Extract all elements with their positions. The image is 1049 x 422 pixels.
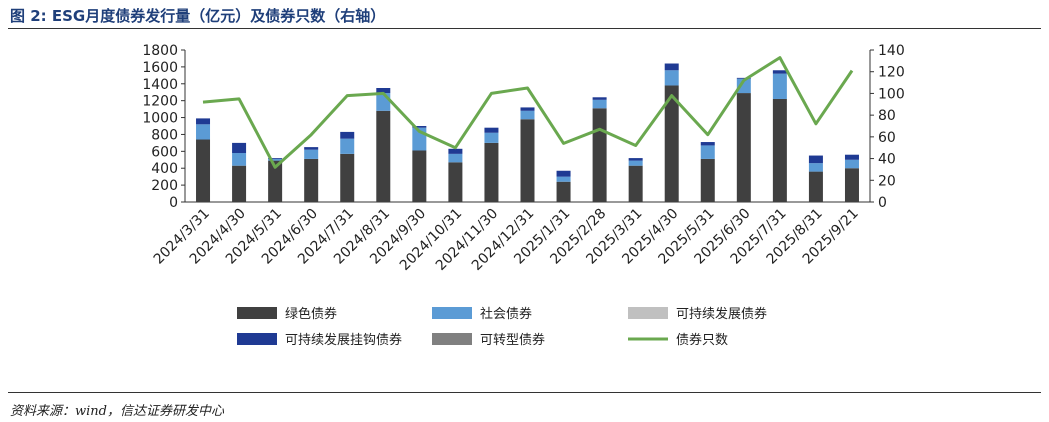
left-y-tick-label: 600	[151, 144, 178, 160]
bar-social_bond	[664, 70, 679, 86]
bar-green_bond	[772, 98, 787, 202]
right-y-tick-label: 140	[878, 43, 905, 59]
title-divider	[8, 28, 1041, 29]
bar-sl_bond	[340, 131, 355, 139]
chart-axes: 0200400600800100012001400160018000204060…	[142, 43, 904, 211]
right-y-tick-label: 0	[878, 195, 887, 211]
legend-swatch	[432, 307, 472, 319]
legend-swatch	[237, 333, 277, 345]
bar-green_bond	[376, 110, 391, 202]
bar-green_bond	[592, 108, 607, 202]
bar-sl_bond	[844, 154, 859, 160]
bar-social_bond	[520, 110, 535, 120]
bar-green_bond	[556, 181, 571, 202]
bar-sl_bond	[268, 158, 283, 159]
bar-sl_bond	[232, 142, 247, 154]
bar-social_bond	[844, 159, 859, 169]
bar-green_bond	[268, 160, 283, 202]
left-y-tick-label: 200	[151, 178, 178, 194]
bar-social_bond	[304, 149, 319, 159]
legend-label: 可持续发展挂钩债券	[285, 332, 402, 348]
left-y-tick-label: 1600	[142, 60, 178, 76]
legend-label: 可转型债券	[480, 332, 545, 348]
legend-swatch	[237, 307, 277, 319]
bar-green_bond	[736, 93, 751, 202]
bar-sl_bond	[484, 127, 499, 133]
bar-green_bond	[340, 153, 355, 202]
bar-social_bond	[772, 73, 787, 99]
legend-label: 可持续发展债券	[676, 306, 767, 322]
bar-green_bond	[448, 162, 463, 202]
esg-bond-chart: 0200400600800100012001400160018000204060…	[142, 43, 904, 348]
bar-social_bond	[556, 176, 571, 182]
bar-green_bond	[484, 142, 499, 202]
bar-sl_bond	[592, 97, 607, 100]
left-y-tick-label: 0	[169, 195, 178, 211]
left-y-tick-label: 1800	[142, 43, 178, 59]
bar-social_bond	[232, 153, 247, 166]
bar-sl_bond	[196, 118, 211, 125]
bar-social_bond	[808, 163, 823, 172]
right-y-tick-label: 20	[878, 173, 896, 189]
x-axis-labels: 2024/3/312024/4/302024/5/312024/6/302024…	[151, 206, 862, 274]
bar-green_bond	[664, 85, 679, 202]
bar-sl_bond	[808, 155, 823, 164]
bar-sl_bond	[772, 70, 787, 74]
figure-title: 图 2: ESG月度债券发行量（亿元）及债券只数（右轴）	[10, 7, 386, 25]
right-y-tick-label: 100	[878, 86, 905, 102]
bar-sl_bond	[376, 88, 391, 94]
bar-series-group	[196, 63, 859, 202]
right-y-tick-label: 80	[878, 108, 896, 124]
bar-social_bond	[340, 138, 355, 154]
left-y-tick-label: 1000	[142, 111, 178, 127]
right-y-tick-label: 40	[878, 152, 896, 168]
bar-social_bond	[448, 153, 463, 163]
bar-sl_bond	[556, 170, 571, 177]
bar-social_bond	[700, 145, 715, 159]
bar-social_bond	[268, 158, 283, 161]
line-series-group	[202, 56, 854, 169]
bar-sl_bond	[700, 142, 715, 146]
left-y-tick-label: 1400	[142, 77, 178, 93]
legend-label: 债券只数	[676, 332, 728, 348]
bar-social_bond	[628, 160, 643, 166]
bar-green_bond	[304, 158, 319, 202]
left-y-tick-label: 1200	[142, 94, 178, 110]
source-divider	[8, 392, 1041, 393]
right-y-tick-label: 120	[878, 65, 905, 81]
bar-green_bond	[628, 165, 643, 202]
bar-social_bond	[736, 78, 751, 94]
bar-green_bond	[520, 119, 535, 202]
bar-social_bond	[376, 93, 391, 111]
legend-label: 绿色债券	[285, 306, 337, 322]
right-y-tick-label: 60	[878, 130, 896, 146]
bar-green_bond	[196, 139, 211, 202]
legend-label: 社会债券	[480, 306, 532, 322]
source-note: 资料来源：wind，信达证券研发中心	[10, 404, 224, 419]
bar-sl_bond	[448, 148, 463, 154]
bar-green_bond	[844, 168, 859, 202]
bar-sl_bond	[520, 107, 535, 111]
bar-green_bond	[700, 158, 715, 202]
bar-sl_bond	[304, 147, 319, 150]
bar-green_bond	[808, 171, 823, 202]
legend-swatch	[432, 333, 472, 345]
bar-sl_bond	[664, 63, 679, 71]
left-y-tick-label: 400	[151, 161, 178, 177]
bar-social_bond	[196, 124, 211, 140]
bar-sl_bond	[628, 158, 643, 161]
bar-sl_bond	[412, 126, 427, 128]
left-y-tick-label: 800	[151, 127, 178, 143]
bar-sl_bond	[736, 77, 751, 79]
bar-social_bond	[484, 132, 499, 143]
legend-swatch	[628, 307, 668, 319]
bar-social_bond	[592, 99, 607, 109]
bar-green_bond	[232, 165, 247, 202]
bar-green_bond	[412, 150, 427, 202]
